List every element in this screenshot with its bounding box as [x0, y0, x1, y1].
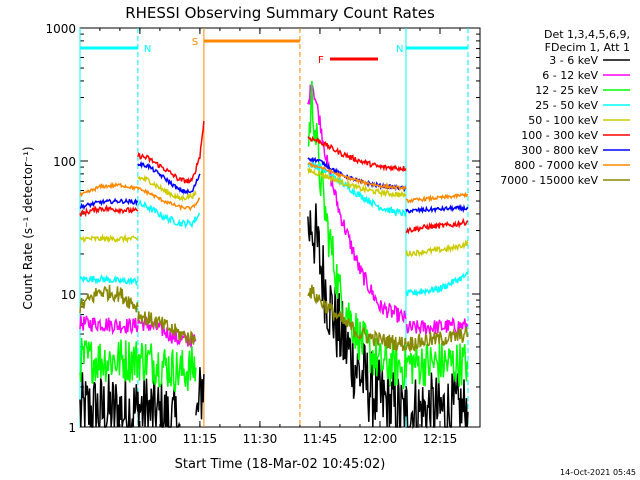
series-line-2 [307, 80, 407, 389]
series-line-3 [307, 160, 407, 217]
y-tick-label: 1 [68, 421, 76, 435]
series-line-3 [405, 271, 469, 297]
series-line-0 [137, 373, 181, 428]
legend: Det 1,3,4,5,6,9,FDecim 1, Att 13 - 6 keV… [500, 28, 630, 187]
x-tick-label: 12:00 [363, 432, 398, 446]
series-line-5 [79, 204, 139, 218]
series-line-5 [137, 120, 205, 184]
series-line-8 [137, 311, 197, 347]
series-line-6 [79, 197, 139, 211]
flag-label: F [318, 55, 324, 66]
legend-label: 12 - 25 keV [535, 84, 598, 97]
series-line-4 [307, 166, 407, 199]
series-line-3 [137, 199, 201, 229]
x-tick-label: 11:15 [183, 432, 218, 446]
series-line-5 [307, 135, 407, 173]
legend-header: Det 1,3,4,5,6,9, [544, 28, 630, 41]
series-line-7 [137, 186, 201, 212]
series-line-6 [405, 203, 469, 215]
y-tick-label: 1000 [45, 22, 76, 36]
legend-label: 25 - 50 keV [535, 99, 598, 112]
x-tick-label: 11:45 [303, 432, 338, 446]
flag-label: N [396, 44, 403, 55]
plot-area: 11:00 11:15 11:30 11:45 12:00 12:15 1 10 100 1000… [45, 22, 481, 446]
x-tick-label: 11:00 [123, 432, 158, 446]
legend-label: 3 - 6 keV [549, 54, 598, 67]
series-line-2 [79, 337, 139, 385]
legend-label: 300 - 800 keV [521, 144, 598, 157]
series-line-1 [307, 84, 407, 324]
legend-label: 6 - 12 keV [542, 69, 598, 82]
flag-label: S [192, 37, 198, 48]
series-line-8 [307, 284, 407, 353]
x-tick-label: 12:15 [423, 432, 458, 446]
series-line-0 [79, 372, 139, 428]
series-line-8 [79, 284, 139, 314]
legend-label: 800 - 7000 keV [514, 159, 598, 172]
series-line-1 [79, 315, 139, 336]
y-axis-label: Count Rate (s⁻¹ detector⁻¹) [21, 146, 35, 309]
series-line-0 [195, 367, 205, 420]
x-axis-label: Start Time (18-Mar-02 10:45:02) [175, 457, 386, 472]
series-line-8 [405, 326, 469, 354]
x-tick-label: 11:30 [243, 432, 278, 446]
series-line-3 [79, 274, 139, 287]
series-line-7 [405, 191, 469, 204]
series-line-4 [405, 239, 469, 258]
timestamp: 14-Oct-2021 05:45 [560, 468, 636, 477]
legend-header: FDecim 1, Att 1 [545, 41, 630, 54]
legend-label: 50 - 100 keV [528, 114, 598, 127]
series-line-6 [137, 160, 201, 196]
series-line-7 [307, 162, 407, 193]
legend-label: 7000 - 15000 keV [500, 174, 598, 187]
series-line-4 [79, 233, 139, 244]
flag-label: N [144, 44, 151, 55]
legend-label: 100 - 300 keV [521, 129, 598, 142]
series-line-5 [405, 217, 469, 235]
chart-title: RHESSI Observing Summary Count Rates [125, 4, 435, 22]
series-line-0 [307, 203, 407, 428]
series-line-4 [137, 174, 197, 203]
series-line-2 [137, 342, 197, 393]
series-line-7 [79, 181, 139, 198]
y-tick-label: 100 [53, 155, 76, 169]
y-tick-label: 10 [61, 288, 76, 302]
